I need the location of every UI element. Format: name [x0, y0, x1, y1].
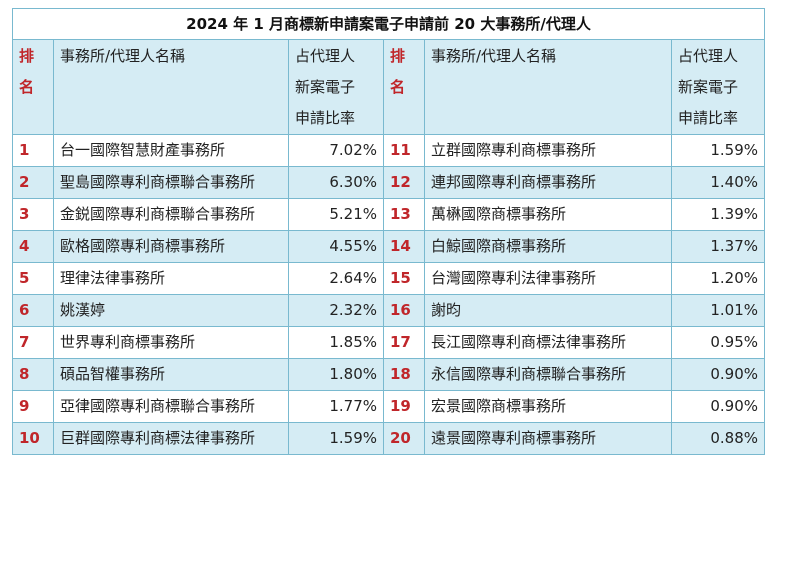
- rank-right-cell: 18: [383, 358, 425, 391]
- rank-left-cell: 9: [12, 390, 54, 423]
- table-row: 9 亞律國際專利商標聯合事務所 1.77% 19 宏景國際商標事務所 0.90%: [12, 390, 765, 423]
- name-left-cell: 碩品智權事務所: [53, 358, 289, 391]
- ratio-right-cell: 0.90%: [671, 390, 765, 423]
- ratio-right-cell: 0.88%: [671, 422, 765, 455]
- rank-left-cell: 8: [12, 358, 54, 391]
- rank-right-cell: 17: [383, 326, 425, 359]
- header-row: 排 名 事務所/代理人名稱 占代理人 新案電子 申請比率 排 名 事務所/代理人…: [12, 39, 765, 135]
- name-left-cell: 聖島國際專利商標聯合事務所: [53, 166, 289, 199]
- rank-right-cell: 20: [383, 422, 425, 455]
- ratio-left-cell: 1.85%: [288, 326, 384, 359]
- ratio-left-cell: 1.59%: [288, 422, 384, 455]
- table-row: 8 碩品智權事務所 1.80% 18 永信國際專利商標聯合事務所 0.90%: [12, 358, 765, 391]
- ratio-right-cell: 1.37%: [671, 230, 765, 263]
- rank-left-cell: 2: [12, 166, 54, 199]
- table-row: 2 聖島國際專利商標聯合事務所 6.30% 12 連邦國際專利商標事務所 1.40%: [12, 166, 765, 199]
- ratio-left-cell: 2.32%: [288, 294, 384, 327]
- table-row: 10 巨群國際專利商標法律事務所 1.59% 20 遠景國際專利商標事務所 0.88%: [12, 422, 765, 455]
- ranking-table-container: 2024 年 1 月商標新申請案電子申請前 20 大事務所/代理人 排 名 事務…: [12, 8, 765, 455]
- ratio-right-cell: 1.59%: [671, 134, 765, 167]
- name-right-cell: 立群國際專利商標事務所: [424, 134, 672, 167]
- rank-right-cell: 14: [383, 230, 425, 263]
- rank-right-cell: 11: [383, 134, 425, 167]
- ratio-left-cell: 6.30%: [288, 166, 384, 199]
- title-row: 2024 年 1 月商標新申請案電子申請前 20 大事務所/代理人: [12, 8, 765, 40]
- table-row: 6 姚漢婷 2.32% 16 謝昀 1.01%: [12, 294, 765, 327]
- ratio-left-cell: 1.77%: [288, 390, 384, 423]
- name-right-cell: 連邦國際專利商標事務所: [424, 166, 672, 199]
- ratio-left-cell: 1.80%: [288, 358, 384, 391]
- header-ratio-left: 占代理人 新案電子 申請比率: [288, 39, 384, 135]
- ratio-right-cell: 1.20%: [671, 262, 765, 295]
- ratio-left-cell: 5.21%: [288, 198, 384, 231]
- name-right-cell: 遠景國際專利商標事務所: [424, 422, 672, 455]
- table-row: 4 歐格國際專利商標事務所 4.55% 14 白鯨國際商標事務所 1.37%: [12, 230, 765, 263]
- rank-left-cell: 6: [12, 294, 54, 327]
- rank-left-cell: 3: [12, 198, 54, 231]
- name-left-cell: 亞律國際專利商標聯合事務所: [53, 390, 289, 423]
- ratio-right-cell: 1.40%: [671, 166, 765, 199]
- ratio-left-cell: 2.64%: [288, 262, 384, 295]
- name-right-cell: 永信國際專利商標聯合事務所: [424, 358, 672, 391]
- ratio-right-cell: 1.01%: [671, 294, 765, 327]
- ratio-right-cell: 1.39%: [671, 198, 765, 231]
- rank-left-cell: 10: [12, 422, 54, 455]
- name-right-cell: 台灣國際專利法律事務所: [424, 262, 672, 295]
- header-ratio-right: 占代理人 新案電子 申請比率: [671, 39, 765, 135]
- name-left-cell: 世界專利商標事務所: [53, 326, 289, 359]
- ratio-left-cell: 4.55%: [288, 230, 384, 263]
- name-right-cell: 謝昀: [424, 294, 672, 327]
- table-row: 3 金鋭國際專利商標聯合事務所 5.21% 13 萬楙國際商標事務所 1.39%: [12, 198, 765, 231]
- ratio-left-cell: 7.02%: [288, 134, 384, 167]
- rank-right-cell: 19: [383, 390, 425, 423]
- header-name-right: 事務所/代理人名稱: [424, 39, 672, 135]
- ratio-right-cell: 0.95%: [671, 326, 765, 359]
- header-rank-right: 排 名: [383, 39, 425, 135]
- ratio-right-cell: 0.90%: [671, 358, 765, 391]
- table-title: 2024 年 1 月商標新申請案電子申請前 20 大事務所/代理人: [12, 8, 765, 40]
- table-row: 5 理律法律事務所 2.64% 15 台灣國際專利法律事務所 1.20%: [12, 262, 765, 295]
- rank-right-cell: 13: [383, 198, 425, 231]
- name-left-cell: 歐格國際專利商標事務所: [53, 230, 289, 263]
- rank-left-cell: 1: [12, 134, 54, 167]
- name-left-cell: 理律法律事務所: [53, 262, 289, 295]
- name-right-cell: 長江國際專利商標法律事務所: [424, 326, 672, 359]
- name-left-cell: 姚漢婷: [53, 294, 289, 327]
- name-right-cell: 宏景國際商標事務所: [424, 390, 672, 423]
- name-right-cell: 白鯨國際商標事務所: [424, 230, 672, 263]
- name-left-cell: 台一國際智慧財產事務所: [53, 134, 289, 167]
- ranking-table: 2024 年 1 月商標新申請案電子申請前 20 大事務所/代理人 排 名 事務…: [12, 8, 765, 455]
- rank-left-cell: 4: [12, 230, 54, 263]
- rank-right-cell: 12: [383, 166, 425, 199]
- rank-left-cell: 7: [12, 326, 54, 359]
- name-left-cell: 金鋭國際專利商標聯合事務所: [53, 198, 289, 231]
- header-name-left: 事務所/代理人名稱: [53, 39, 289, 135]
- name-left-cell: 巨群國際專利商標法律事務所: [53, 422, 289, 455]
- table-row: 1 台一國際智慧財產事務所 7.02% 11 立群國際專利商標事務所 1.59%: [12, 134, 765, 167]
- rank-right-cell: 15: [383, 262, 425, 295]
- rank-right-cell: 16: [383, 294, 425, 327]
- table-row: 7 世界專利商標事務所 1.85% 17 長江國際專利商標法律事務所 0.95%: [12, 326, 765, 359]
- header-rank-left: 排 名: [12, 39, 54, 135]
- name-right-cell: 萬楙國際商標事務所: [424, 198, 672, 231]
- rank-left-cell: 5: [12, 262, 54, 295]
